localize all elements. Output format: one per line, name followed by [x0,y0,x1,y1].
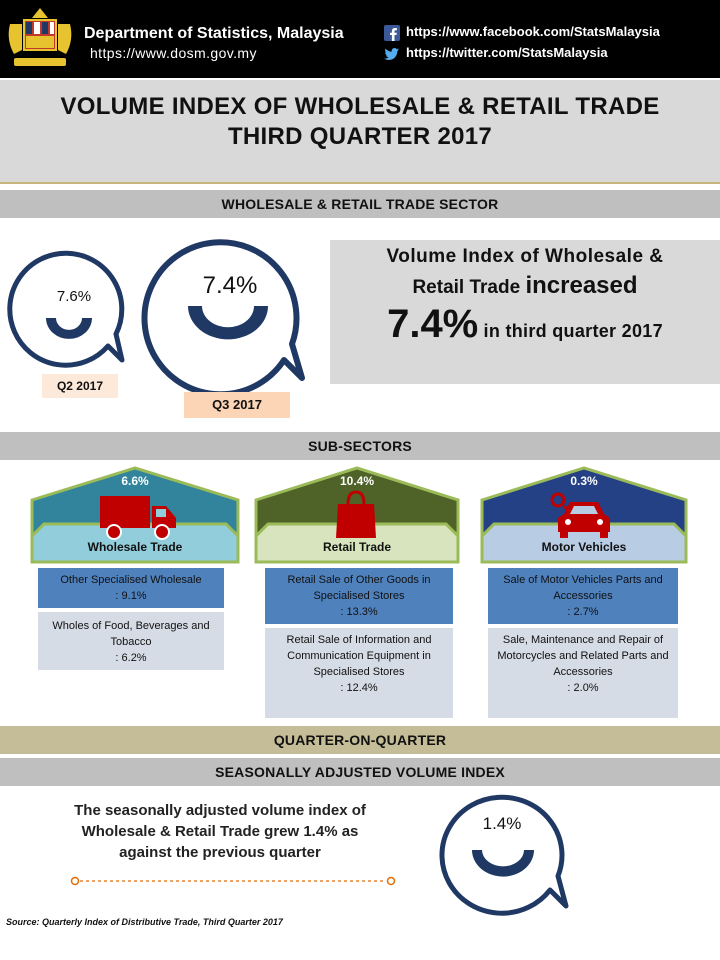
header-bar [0,0,720,78]
headline-increased: increased [525,272,638,299]
q2-speech-bubble [7,250,125,368]
q3-speech-bubble [141,239,305,398]
detail-other-specialised-wholesale: Other Specialised Wholesale : 9.1% [38,568,224,608]
headline-retail-trade: Retail Trade [412,277,526,298]
qoq-bar: QUARTER-ON-QUARTER [0,726,720,754]
retail-name: Retail Trade [322,540,392,554]
subsectors-bar: SUB-SECTORS [0,432,720,460]
twitter-link[interactable]: https://twitter.com/StatsMalaysia [384,45,608,62]
sa-speech-bubble [439,794,569,916]
headline-pct: 7.4% [387,302,479,346]
detail-retail-ict: Retail Sale of Information and Communica… [265,628,453,718]
detail-wholes-food: Wholes of Food, Beverages and Tobacco : … [38,612,224,670]
headline-line2: Retail Trade increased [330,272,720,300]
facebook-icon [384,24,400,41]
seasonally-adjusted-bar: SEASONALLY ADJUSTED VOLUME INDEX [0,758,720,786]
page-title: VOLUME INDEX OF WHOLESALE & RETAIL TRADE… [0,80,720,184]
facebook-url: https://www.facebook.com/StatsMalaysia [406,24,660,39]
motor-house [480,466,688,564]
detail-motorcycles: Sale, Maintenance and Repair of Motorcyc… [488,628,678,718]
facebook-link[interactable]: https://www.facebook.com/StatsMalaysia [384,24,660,41]
sa-value: 1.4% [482,814,522,833]
retail-pct: 10.4% [339,474,375,488]
source-note: Source: Quarterly Index of Distributive … [6,917,283,927]
headline-line3: 7.4% in third quarter 2017 [330,302,720,347]
twitter-bird-icon [384,47,399,60]
motor-pct: 0.3% [570,474,598,488]
twitter-url: https://twitter.com/StatsMalaysia [406,45,608,60]
delivery-truck-icon [100,496,176,540]
detail-motor-parts: Sale of Motor Vehicles Parts and Accesso… [488,568,678,624]
sector-bar: WHOLESALE & RETAIL TRADE SECTOR [0,190,720,218]
q2-value: 7.6% [56,288,92,305]
wholesale-pct: 6.6% [121,474,149,488]
page-title-line1: VOLUME INDEX OF WHOLESALE & RETAIL TRADE [60,93,660,120]
car-wrench-icon [550,492,610,538]
malaysia-coat-of-arms-icon [8,8,72,66]
headline-box: Volume Index of Wholesale & Retail Trade… [330,240,720,384]
q3-value: 7.4% [202,272,258,299]
q2-label: Q2 2017 [42,374,118,398]
detail-retail-other-goods: Retail Sale of Other Goods in Specialise… [265,568,453,624]
wholesale-name: Wholesale Trade [87,540,183,554]
department-url-link[interactable]: https://www.dosm.gov.my [90,45,257,61]
q3-label: Q3 2017 [184,392,290,418]
headline-period: in third quarter 2017 [478,321,663,341]
shopping-bag-icon [336,490,376,538]
motor-name: Motor Vehicles [541,540,627,554]
dotted-divider [70,876,396,886]
department-name: Department of Statistics, Malaysia [84,25,344,42]
page-title-line2: THIRD QUARTER 2017 [227,123,493,150]
seasonally-adjusted-text: The seasonally adjusted volume index of … [74,802,366,861]
headline-line1: Volume Index of Wholesale & [386,246,664,267]
